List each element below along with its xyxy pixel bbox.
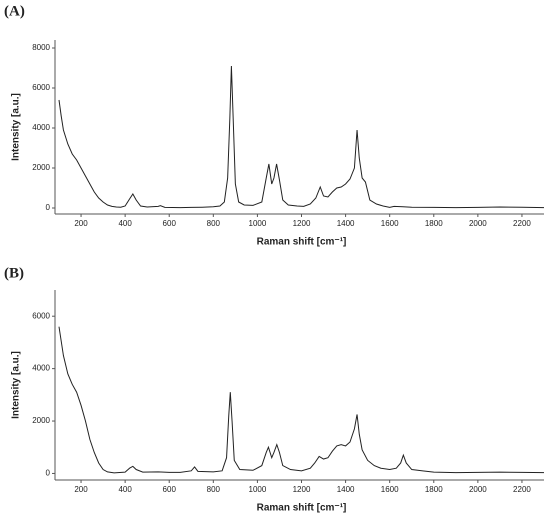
x-tick-label: 800 — [207, 485, 221, 494]
x-tick-label: 200 — [74, 219, 88, 228]
x-tick-label: 2200 — [513, 219, 531, 228]
x-axis-title: Raman shift [cm⁻¹] — [257, 237, 347, 248]
x-tick-label: 200 — [74, 485, 88, 494]
x-tick-label: 400 — [118, 485, 132, 494]
y-tick-label: 6000 — [32, 83, 50, 92]
y-tick-label: 0 — [46, 469, 51, 478]
panel-label: (B) — [4, 265, 24, 281]
x-tick-label: 800 — [207, 219, 221, 228]
spectrum-line — [58, 65, 545, 209]
x-tick-label: 600 — [163, 219, 177, 228]
y-tick-label: 2000 — [32, 163, 50, 172]
spectrum-line — [58, 326, 545, 474]
y-axis-title: Intensity [a.u.] — [11, 93, 22, 161]
panel-label: (A) — [4, 3, 25, 19]
x-tick-label: 2000 — [469, 485, 487, 494]
y-tick-label: 4000 — [32, 364, 50, 373]
y-tick-label: 0 — [46, 203, 51, 212]
y-tick-label: 8000 — [32, 43, 50, 52]
y-tick-label: 2000 — [32, 416, 50, 425]
x-tick-label: 1600 — [381, 219, 399, 228]
x-tick-label: 1600 — [381, 485, 399, 494]
x-tick-label: 1800 — [425, 219, 443, 228]
x-tick-label: 1200 — [293, 485, 311, 494]
x-tick-label: 400 — [118, 219, 132, 228]
x-tick-label: 1000 — [249, 485, 267, 494]
x-tick-label: 2200 — [513, 485, 531, 494]
x-tick-label: 1400 — [337, 219, 355, 228]
x-tick-label: 1400 — [337, 485, 355, 494]
x-tick-label: 1200 — [293, 219, 311, 228]
x-axis-title: Raman shift [cm⁻¹] — [257, 503, 347, 514]
y-tick-label: 4000 — [32, 123, 50, 132]
x-tick-label: 1000 — [249, 219, 267, 228]
y-axis-title: Intensity [a.u.] — [11, 351, 22, 419]
x-tick-label: 600 — [163, 485, 177, 494]
x-tick-label: 1800 — [425, 485, 443, 494]
y-tick-label: 6000 — [32, 311, 50, 320]
x-tick-label: 2000 — [469, 219, 487, 228]
